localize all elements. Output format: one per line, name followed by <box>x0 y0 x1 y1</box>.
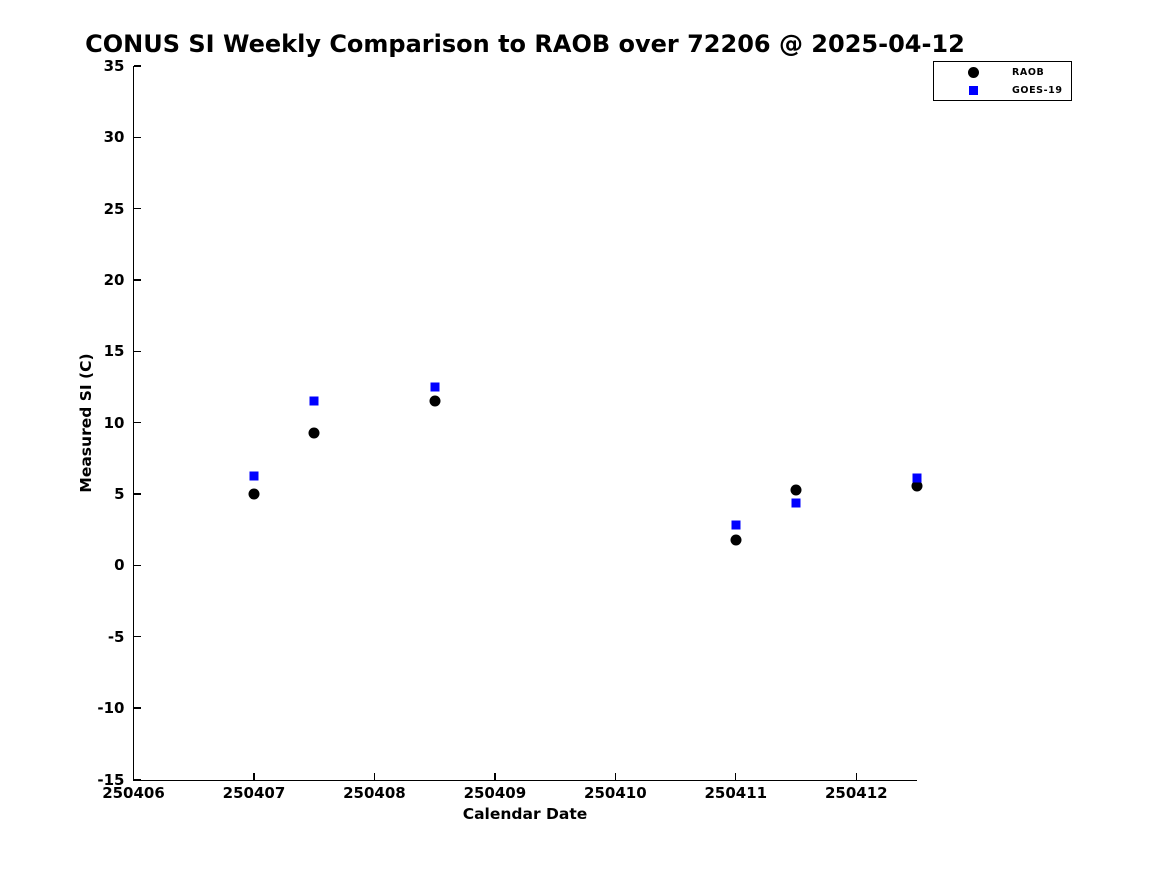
y-tick-label: -5 <box>107 627 125 646</box>
y-tick-mark <box>133 208 141 210</box>
legend-swatch-column <box>934 85 1012 95</box>
y-tick-label: 30 <box>103 128 125 147</box>
plot-area: -15 -10 -5 0 5 10 15 20 25 30 35 250406 250407 250408… <box>97 57 922 802</box>
legend-circle-icon <box>967 66 979 78</box>
y-tick-label: 10 <box>103 413 125 432</box>
data-point-raob <box>730 534 742 546</box>
x-tick-mark <box>253 772 255 780</box>
data-point-goes-19 <box>249 471 259 481</box>
data-point-raob <box>911 480 922 492</box>
y-tick-mark <box>133 65 141 67</box>
legend-label: GOES-19 <box>1012 84 1063 96</box>
data-point-goes-19 <box>430 382 440 392</box>
chart-title: CONUS SI Weekly Comparison to RAOB over … <box>85 30 965 58</box>
y-tick-mark <box>133 422 141 424</box>
x-tick-label: 250410 <box>584 784 647 802</box>
data-point-goes-19 <box>912 473 921 483</box>
y-tick-label: 0 <box>114 556 125 575</box>
x-tick-mark <box>735 772 737 780</box>
x-tick-label: 250407 <box>222 784 286 802</box>
y-tick-mark <box>133 636 141 638</box>
legend: RAOB GOES-19 <box>933 61 1072 101</box>
x-tick-mark <box>855 772 857 780</box>
x-tick-label: 250412 <box>824 784 888 802</box>
data-point-goes-19 <box>791 498 801 508</box>
x-tick-mark <box>132 772 135 780</box>
data-point-raob <box>308 427 320 439</box>
y-tick-mark <box>133 350 141 353</box>
legend-entry-goes-19: GOES-19 <box>934 81 1071 99</box>
y-tick-label: 5 <box>114 485 125 504</box>
x-tick-label: 250411 <box>704 784 768 802</box>
data-point-raob <box>429 395 441 407</box>
x-tick-mark <box>373 772 376 780</box>
y-tick-label: -15 <box>97 770 125 789</box>
y-tick-mark <box>133 279 141 281</box>
y-tick-mark <box>133 136 141 139</box>
x-tick-label: 250406 <box>102 784 165 802</box>
legend-square-icon <box>968 85 978 95</box>
x-tick-label: 250409 <box>463 784 527 802</box>
data-point-goes-19 <box>731 520 741 530</box>
y-tick-label: 25 <box>103 199 125 218</box>
legend-entry-raob: RAOB <box>934 63 1071 81</box>
y-tick-mark <box>133 707 141 709</box>
legend-label: RAOB <box>1012 66 1045 78</box>
data-point-raob <box>248 488 260 500</box>
x-tick-mark <box>614 772 617 780</box>
y-tick-mark <box>133 564 141 567</box>
data-point-goes-19 <box>309 396 319 406</box>
y-tick-label: -10 <box>97 699 125 718</box>
y-tick-label: 35 <box>103 57 125 75</box>
x-tick-label: 250408 <box>343 784 406 802</box>
y-tick-label: 20 <box>103 271 125 290</box>
y-tick-mark <box>133 493 141 495</box>
y-tick-label: 15 <box>103 342 125 361</box>
legend-swatch-column <box>934 66 1012 78</box>
x-axis-label: Calendar Date <box>462 805 588 823</box>
data-point-raob <box>790 484 802 496</box>
x-tick-mark <box>494 772 496 780</box>
y-tick-mark <box>133 778 141 781</box>
